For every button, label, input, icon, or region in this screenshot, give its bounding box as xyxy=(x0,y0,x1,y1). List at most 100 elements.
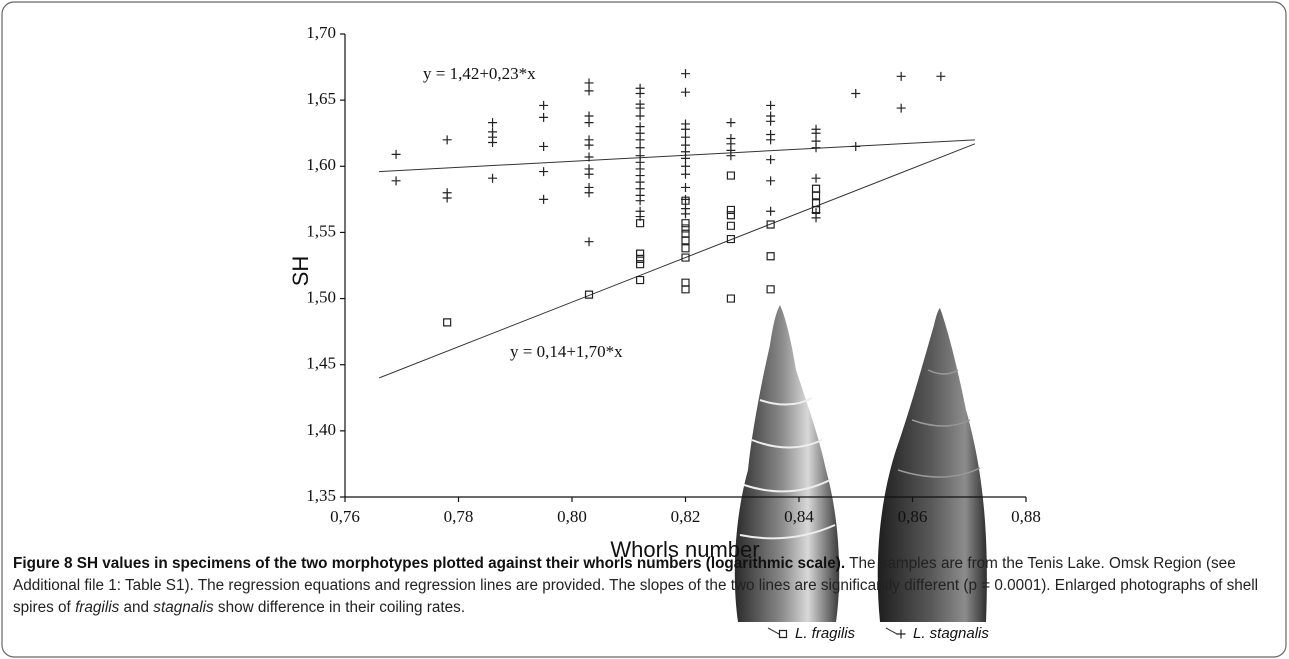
regression-equation: y = 0,14+1,70*x xyxy=(510,342,623,361)
point xyxy=(896,103,906,113)
point xyxy=(584,290,594,299)
point xyxy=(681,196,690,205)
point xyxy=(635,143,645,153)
point xyxy=(681,194,690,204)
point xyxy=(681,153,690,163)
point xyxy=(584,237,594,247)
point xyxy=(766,155,776,165)
y-axis-title: SH xyxy=(288,256,313,287)
point xyxy=(443,318,452,327)
legend-leader xyxy=(767,627,780,635)
regression-line xyxy=(379,139,975,173)
point xyxy=(584,188,594,198)
point xyxy=(681,229,690,238)
point xyxy=(766,220,775,229)
point xyxy=(851,141,861,151)
point xyxy=(635,103,645,113)
point xyxy=(584,140,594,150)
point xyxy=(766,116,776,126)
shell-photo-stagnalis xyxy=(877,308,987,622)
x-tick-label: 0,84 xyxy=(784,507,814,526)
point xyxy=(635,135,645,145)
point xyxy=(636,260,645,269)
point xyxy=(539,112,549,122)
point xyxy=(681,224,690,233)
point xyxy=(636,254,645,263)
regression-equation: y = 1,42+0,23*x xyxy=(423,64,536,83)
point xyxy=(635,212,645,222)
point xyxy=(636,275,645,285)
point xyxy=(726,211,735,220)
point xyxy=(811,191,821,200)
point xyxy=(539,141,549,151)
point xyxy=(584,152,594,162)
point xyxy=(681,132,690,142)
point xyxy=(681,209,690,219)
point xyxy=(811,143,821,153)
point xyxy=(584,78,594,88)
point xyxy=(681,285,690,294)
point xyxy=(488,118,498,128)
caption-text: and xyxy=(119,598,154,616)
point xyxy=(811,173,821,183)
point xyxy=(488,173,498,183)
caption: Figure 8 SH values in specimens of the t… xyxy=(13,553,1281,618)
regression-line xyxy=(378,143,976,379)
legend-label: L. fragilis xyxy=(795,625,856,642)
legend-marker xyxy=(778,629,788,639)
caption-text: stagnalis xyxy=(153,598,214,616)
point xyxy=(681,87,690,97)
y-tick-label: 1,40 xyxy=(306,420,336,439)
point xyxy=(766,100,776,110)
point xyxy=(681,219,690,228)
y-tick-label: 1,65 xyxy=(306,89,336,108)
point xyxy=(681,161,690,171)
point xyxy=(726,118,736,128)
point xyxy=(811,184,821,193)
y-tick-label: 1,60 xyxy=(306,155,336,174)
y-tick-label: 1,45 xyxy=(306,354,336,373)
caption-text: show difference in their coiling rates. xyxy=(213,598,466,616)
legend-label: L. stagnalis xyxy=(913,625,989,642)
point xyxy=(766,135,776,145)
point xyxy=(442,193,452,203)
caption-text: The samples are from the Tenis Lake. Oms… xyxy=(13,555,1259,616)
point xyxy=(726,234,735,244)
point xyxy=(635,89,645,99)
point xyxy=(681,182,690,192)
y-tick-label: 1,70 xyxy=(306,23,336,42)
point xyxy=(636,219,645,228)
x-tick-label: 0,76 xyxy=(330,507,360,526)
point xyxy=(726,171,735,180)
shell-photo-fragilis xyxy=(734,305,840,622)
caption-title: SH values in specimens of the two morpho… xyxy=(76,555,846,572)
x-tick-label: 0,82 xyxy=(671,507,701,526)
point xyxy=(681,244,690,253)
point xyxy=(896,71,906,81)
point xyxy=(391,149,401,159)
point xyxy=(391,176,401,186)
point xyxy=(726,151,736,161)
point xyxy=(442,135,452,145)
legend-leader xyxy=(885,627,898,635)
point xyxy=(636,249,645,258)
point xyxy=(539,100,549,110)
point xyxy=(811,205,821,215)
point xyxy=(766,285,775,294)
point xyxy=(635,111,645,121)
point xyxy=(936,71,946,81)
point xyxy=(584,169,594,179)
x-tick-label: 0,80 xyxy=(557,507,587,526)
x-axis-title: Whorls number xyxy=(610,537,759,562)
point xyxy=(681,253,690,262)
point xyxy=(635,196,645,206)
point xyxy=(726,205,735,215)
point xyxy=(766,252,775,261)
x-tick-label: 0,88 xyxy=(1011,507,1041,526)
point xyxy=(851,89,861,99)
y-tick-label: 1,35 xyxy=(306,486,336,505)
caption-text: fragilis xyxy=(75,598,120,616)
point xyxy=(681,236,690,245)
